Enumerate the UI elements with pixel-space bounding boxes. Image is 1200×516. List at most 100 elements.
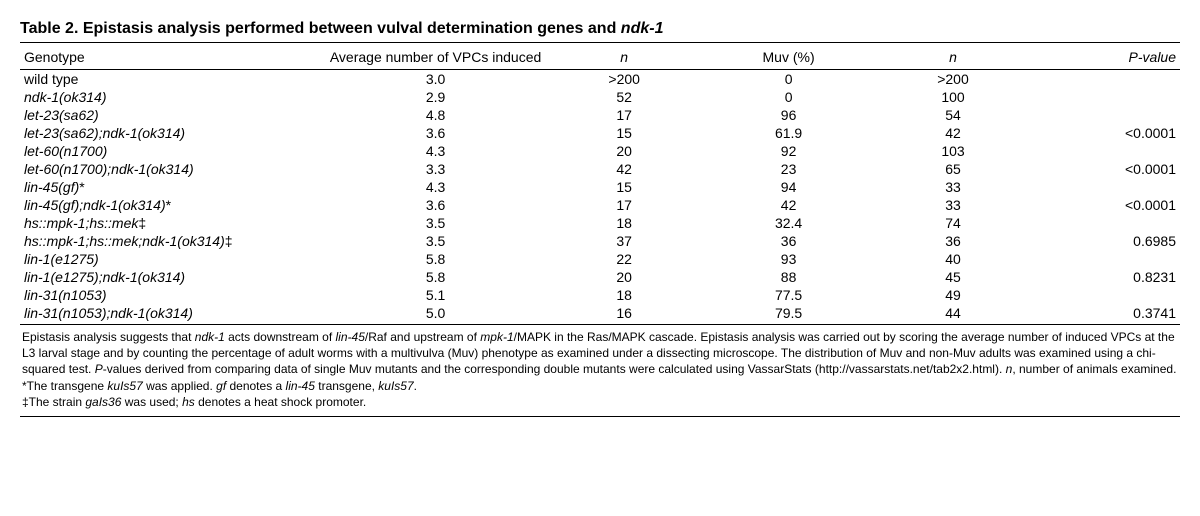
cell-genotype: let-60(n1700);ndk-1(ok314) — [20, 160, 322, 178]
cell-pvalue: <0.0001 — [1028, 160, 1180, 178]
table-row: lin-1(e1275);ndk-1(ok314)5.82088450.8231 — [20, 268, 1180, 286]
cell-genotype: lin-31(n1053) — [20, 286, 322, 304]
cell-pvalue — [1028, 286, 1180, 304]
col-muv: Muv (%) — [699, 43, 877, 70]
cell-muv: 93 — [699, 250, 877, 268]
cell-genotype: wild type — [20, 70, 322, 89]
table-row: lin-31(n1053);ndk-1(ok314)5.01679.5440.3… — [20, 304, 1180, 322]
cell-pvalue: 0.3741 — [1028, 304, 1180, 322]
cell-genotype: ndk-1(ok314) — [20, 88, 322, 106]
table-row: lin-31(n1053)5.11877.549 — [20, 286, 1180, 304]
header-row: Genotype Average number of VPCs induced … — [20, 43, 1180, 70]
table-row: lin-45(gf);ndk-1(ok314)*3.6174233<0.0001 — [20, 196, 1180, 214]
cell-n2: 74 — [878, 214, 1029, 232]
cell-pvalue — [1028, 88, 1180, 106]
cell-n2: 42 — [878, 124, 1029, 142]
cell-muv: 94 — [699, 178, 877, 196]
cell-vpc: 5.0 — [322, 304, 549, 322]
table-body: wild type3.0>2000>200ndk-1(ok314)2.95201… — [20, 70, 1180, 323]
cell-genotype: hs::mpk-1;hs::mek‡ — [20, 214, 322, 232]
epistasis-table: Genotype Average number of VPCs induced … — [20, 43, 1180, 322]
footnote-main: Epistasis analysis suggests that ndk-1 a… — [22, 329, 1178, 378]
cell-vpc: 2.9 — [322, 88, 549, 106]
cell-vpc: 3.5 — [322, 232, 549, 250]
cell-pvalue — [1028, 106, 1180, 124]
col-genotype: Genotype — [20, 43, 322, 70]
table-row: lin-1(e1275)5.8229340 — [20, 250, 1180, 268]
col-pvalue: P-value — [1028, 43, 1180, 70]
table-row: let-60(n1700)4.32092103 — [20, 142, 1180, 160]
table-row: let-60(n1700);ndk-1(ok314)3.3422365<0.00… — [20, 160, 1180, 178]
cell-muv: 92 — [699, 142, 877, 160]
cell-pvalue: 0.8231 — [1028, 268, 1180, 286]
cell-n2: 54 — [878, 106, 1029, 124]
cell-pvalue — [1028, 250, 1180, 268]
cell-muv: 32.4 — [699, 214, 877, 232]
cell-n1: 42 — [549, 160, 700, 178]
col-n1: n — [549, 43, 700, 70]
table-row: hs::mpk-1;hs::mek;ndk-1(ok314)‡3.5373636… — [20, 232, 1180, 250]
cell-vpc: 5.8 — [322, 268, 549, 286]
cell-n1: 15 — [549, 178, 700, 196]
cell-genotype: lin-45(gf);ndk-1(ok314)* — [20, 196, 322, 214]
footnotes: Epistasis analysis suggests that ndk-1 a… — [20, 324, 1180, 417]
col-n2: n — [878, 43, 1029, 70]
cell-pvalue: <0.0001 — [1028, 124, 1180, 142]
cell-pvalue — [1028, 142, 1180, 160]
table-row: wild type3.0>2000>200 — [20, 70, 1180, 89]
cell-n1: 17 — [549, 106, 700, 124]
cell-n1: 52 — [549, 88, 700, 106]
cell-vpc: 3.5 — [322, 214, 549, 232]
cell-vpc: 3.3 — [322, 160, 549, 178]
table-title: Table 2. Epistasis analysis performed be… — [20, 20, 1180, 43]
table-row: let-23(sa62);ndk-1(ok314)3.61561.942<0.0… — [20, 124, 1180, 142]
cell-pvalue — [1028, 70, 1180, 89]
cell-genotype: lin-45(gf)* — [20, 178, 322, 196]
cell-genotype: hs::mpk-1;hs::mek;ndk-1(ok314)‡ — [20, 232, 322, 250]
cell-pvalue — [1028, 214, 1180, 232]
table-2: Table 2. Epistasis analysis performed be… — [20, 20, 1180, 417]
cell-muv: 96 — [699, 106, 877, 124]
cell-n2: >200 — [878, 70, 1029, 89]
cell-vpc: 5.8 — [322, 250, 549, 268]
cell-muv: 77.5 — [699, 286, 877, 304]
cell-genotype: let-23(sa62) — [20, 106, 322, 124]
footnote-ddagger: ‡The strain gaIs36 was used; hs denotes … — [22, 394, 1178, 410]
cell-muv: 42 — [699, 196, 877, 214]
cell-n2: 33 — [878, 178, 1029, 196]
cell-vpc: 4.3 — [322, 178, 549, 196]
cell-n2: 40 — [878, 250, 1029, 268]
cell-n1: 20 — [549, 142, 700, 160]
cell-muv: 36 — [699, 232, 877, 250]
cell-vpc: 4.3 — [322, 142, 549, 160]
table-row: lin-45(gf)*4.3159433 — [20, 178, 1180, 196]
cell-genotype: lin-1(e1275) — [20, 250, 322, 268]
title-gene: ndk-1 — [621, 20, 664, 37]
table-row: hs::mpk-1;hs::mek‡3.51832.474 — [20, 214, 1180, 232]
cell-genotype: lin-1(e1275);ndk-1(ok314) — [20, 268, 322, 286]
cell-n2: 103 — [878, 142, 1029, 160]
cell-n1: >200 — [549, 70, 700, 89]
cell-muv: 61.9 — [699, 124, 877, 142]
cell-vpc: 3.0 — [322, 70, 549, 89]
cell-muv: 0 — [699, 70, 877, 89]
cell-n1: 20 — [549, 268, 700, 286]
cell-pvalue: 0.6985 — [1028, 232, 1180, 250]
cell-n2: 100 — [878, 88, 1029, 106]
col-vpc: Average number of VPCs induced — [322, 43, 549, 70]
table-row: let-23(sa62)4.8179654 — [20, 106, 1180, 124]
table-row: ndk-1(ok314)2.9520100 — [20, 88, 1180, 106]
cell-genotype: let-23(sa62);ndk-1(ok314) — [20, 124, 322, 142]
cell-pvalue: <0.0001 — [1028, 196, 1180, 214]
cell-muv: 0 — [699, 88, 877, 106]
cell-pvalue — [1028, 178, 1180, 196]
cell-n2: 45 — [878, 268, 1029, 286]
cell-vpc: 5.1 — [322, 286, 549, 304]
cell-muv: 79.5 — [699, 304, 877, 322]
cell-n2: 49 — [878, 286, 1029, 304]
cell-n1: 37 — [549, 232, 700, 250]
cell-n1: 16 — [549, 304, 700, 322]
cell-n2: 36 — [878, 232, 1029, 250]
cell-n1: 18 — [549, 286, 700, 304]
cell-n1: 15 — [549, 124, 700, 142]
